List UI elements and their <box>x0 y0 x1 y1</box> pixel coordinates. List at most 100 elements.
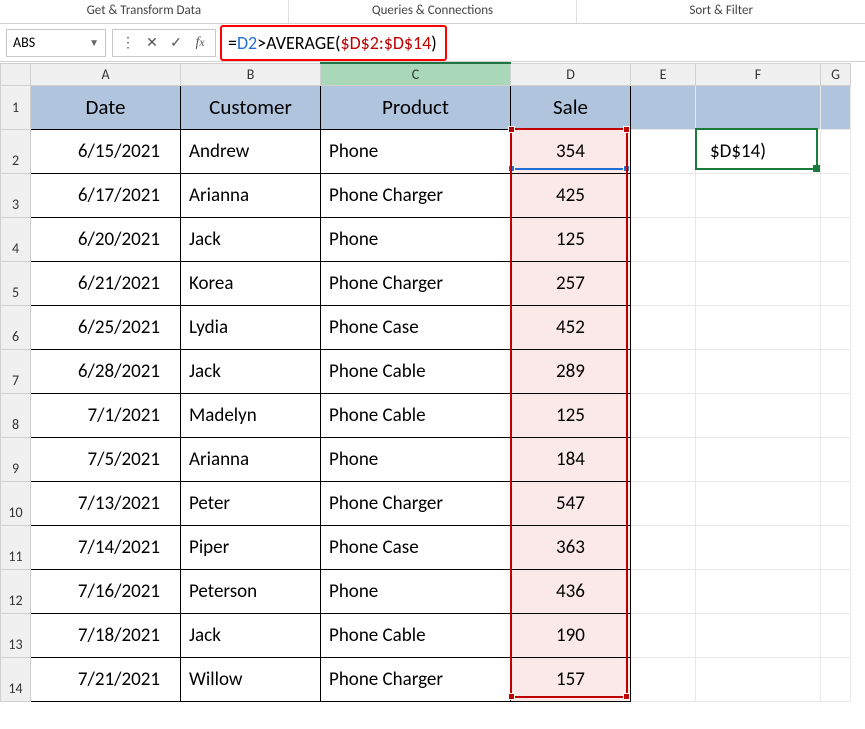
cell-E4[interactable] <box>631 217 696 261</box>
cell-customer[interactable]: Peterson <box>181 569 321 613</box>
cell-E13[interactable] <box>631 613 696 657</box>
cell-G10[interactable] <box>821 481 851 525</box>
cell-customer[interactable]: Andrew <box>181 129 321 173</box>
table-header-date[interactable]: Date <box>31 85 181 129</box>
row-header-10[interactable]: 10 <box>1 481 31 525</box>
cell-sale[interactable]: 363 <box>511 525 631 569</box>
cell-date[interactable]: 6/28/2021 <box>31 349 181 393</box>
cell-product[interactable]: Phone Case <box>321 305 511 349</box>
cell-F6[interactable] <box>696 305 821 349</box>
cell-sale[interactable]: 289 <box>511 349 631 393</box>
cell-sale[interactable]: 125 <box>511 217 631 261</box>
cell-date[interactable]: 7/18/2021 <box>31 613 181 657</box>
formula-enter-icon[interactable]: ✓ <box>165 32 187 54</box>
cell-F13[interactable] <box>696 613 821 657</box>
cell-sale[interactable]: 436 <box>511 569 631 613</box>
worksheet-area[interactable]: ABCDEFG 1DateCustomerProductSale26/15/20… <box>0 62 865 702</box>
cell-G5[interactable] <box>821 261 851 305</box>
cell-product[interactable]: Phone <box>321 129 511 173</box>
cell-F11[interactable] <box>696 525 821 569</box>
cell-F10[interactable] <box>696 481 821 525</box>
cell-sale[interactable]: 157 <box>511 657 631 701</box>
column-header-B[interactable]: B <box>181 63 321 85</box>
name-box-dropdown-icon[interactable]: ▼ <box>89 36 99 49</box>
column-header-E[interactable]: E <box>631 63 696 85</box>
cell-date[interactable]: 7/1/2021 <box>31 393 181 437</box>
name-box[interactable]: ABS ▼ <box>6 29 106 57</box>
cell-G14[interactable] <box>821 657 851 701</box>
cell-E1[interactable] <box>631 85 696 129</box>
cell-product[interactable]: Phone Case <box>321 525 511 569</box>
cell-date[interactable]: 7/13/2021 <box>31 481 181 525</box>
cell-E2[interactable] <box>631 129 696 173</box>
cell-G13[interactable] <box>821 613 851 657</box>
cell-G7[interactable] <box>821 349 851 393</box>
row-header-4[interactable]: 4 <box>1 217 31 261</box>
cell-product[interactable]: Phone Charger <box>321 173 511 217</box>
cell-G6[interactable] <box>821 305 851 349</box>
ribbon-group-sort-filter[interactable]: Sort & Filter <box>577 0 865 23</box>
row-header-13[interactable]: 13 <box>1 613 31 657</box>
cell-product[interactable]: Phone <box>321 437 511 481</box>
select-all-corner[interactable] <box>1 63 31 85</box>
ribbon-group-queries-connections[interactable]: Queries & Connections <box>289 0 578 23</box>
cell-F14[interactable] <box>696 657 821 701</box>
cell-sale[interactable]: 452 <box>511 305 631 349</box>
row-header-1[interactable]: 1 <box>1 85 31 129</box>
cell-G11[interactable] <box>821 525 851 569</box>
cell-date[interactable]: 6/17/2021 <box>31 173 181 217</box>
column-header-G[interactable]: G <box>821 63 851 85</box>
cell-sale[interactable]: 257 <box>511 261 631 305</box>
cell-F12[interactable] <box>696 569 821 613</box>
cell-F2[interactable]: $D$14) <box>696 129 821 173</box>
cell-date[interactable]: 6/25/2021 <box>31 305 181 349</box>
row-header-5[interactable]: 5 <box>1 261 31 305</box>
cell-E10[interactable] <box>631 481 696 525</box>
cell-date[interactable]: 6/15/2021 <box>31 129 181 173</box>
insert-function-icon[interactable]: fx <box>189 32 211 54</box>
cell-G8[interactable] <box>821 393 851 437</box>
row-header-12[interactable]: 12 <box>1 569 31 613</box>
cell-G4[interactable] <box>821 217 851 261</box>
column-header-F[interactable]: F <box>696 63 821 85</box>
cell-date[interactable]: 7/21/2021 <box>31 657 181 701</box>
cell-customer[interactable]: Jack <box>181 217 321 261</box>
row-header-14[interactable]: 14 <box>1 657 31 701</box>
cell-E14[interactable] <box>631 657 696 701</box>
cell-sale[interactable]: 354 <box>511 129 631 173</box>
cell-customer[interactable]: Arianna <box>181 437 321 481</box>
formula-input[interactable]: =D2>AVERAGE($D$2:$D$14) <box>222 29 859 57</box>
row-header-2[interactable]: 2 <box>1 129 31 173</box>
cell-sale[interactable]: 184 <box>511 437 631 481</box>
row-header-11[interactable]: 11 <box>1 525 31 569</box>
formula-expand-icon[interactable]: ⋮ <box>117 32 139 54</box>
cell-E8[interactable] <box>631 393 696 437</box>
cell-sale[interactable]: 190 <box>511 613 631 657</box>
worksheet-grid[interactable]: ABCDEFG 1DateCustomerProductSale26/15/20… <box>0 62 851 702</box>
cell-E5[interactable] <box>631 261 696 305</box>
column-header-D[interactable]: D <box>511 63 631 85</box>
table-header-customer[interactable]: Customer <box>181 85 321 129</box>
column-header-A[interactable]: A <box>31 63 181 85</box>
cell-sale[interactable]: 125 <box>511 393 631 437</box>
row-header-6[interactable]: 6 <box>1 305 31 349</box>
table-header-product[interactable]: Product <box>321 85 511 129</box>
cell-sale[interactable]: 547 <box>511 481 631 525</box>
cell-date[interactable]: 6/21/2021 <box>31 261 181 305</box>
ribbon-group-get-transform[interactable]: Get & Transform Data <box>0 0 289 23</box>
cell-customer[interactable]: Peter <box>181 481 321 525</box>
row-header-7[interactable]: 7 <box>1 349 31 393</box>
cell-G3[interactable] <box>821 173 851 217</box>
cell-customer[interactable]: Willow <box>181 657 321 701</box>
cell-F3[interactable] <box>696 173 821 217</box>
cell-E11[interactable] <box>631 525 696 569</box>
cell-G1[interactable] <box>821 85 851 129</box>
cell-G12[interactable] <box>821 569 851 613</box>
table-header-sale[interactable]: Sale <box>511 85 631 129</box>
cell-F4[interactable] <box>696 217 821 261</box>
cell-E7[interactable] <box>631 349 696 393</box>
row-header-3[interactable]: 3 <box>1 173 31 217</box>
cell-date[interactable]: 6/20/2021 <box>31 217 181 261</box>
cell-E6[interactable] <box>631 305 696 349</box>
cell-product[interactable]: Phone Charger <box>321 261 511 305</box>
